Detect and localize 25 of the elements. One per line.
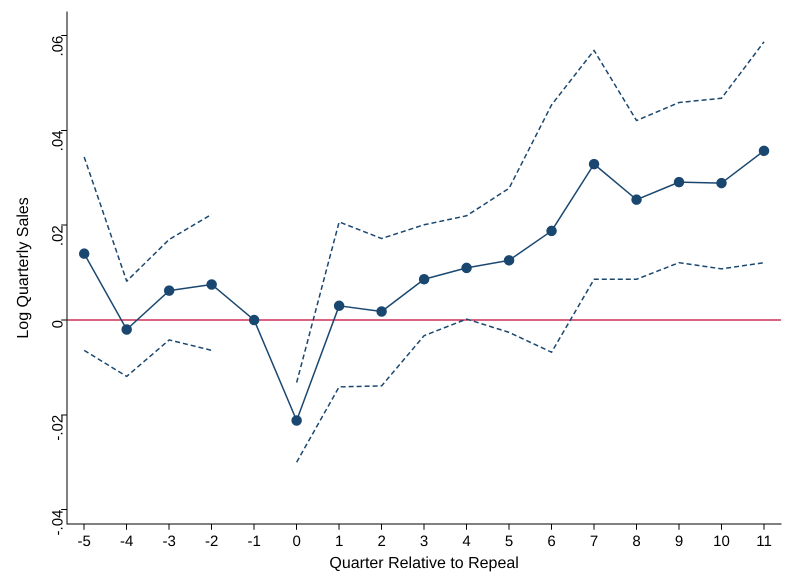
x-tick-label: 4 xyxy=(462,532,471,550)
x-tick-label: 8 xyxy=(632,532,641,550)
x-tick-label: 2 xyxy=(377,532,386,550)
x-tick-label: -5 xyxy=(78,532,91,550)
x-tick-label: 10 xyxy=(713,532,730,550)
x-axis-title: Quarter Relative to Repeal xyxy=(329,554,519,572)
x-tick-label: 3 xyxy=(420,532,428,550)
x-tick-label: -1 xyxy=(247,532,261,550)
x-tick-label: -2 xyxy=(204,532,218,550)
y-tick-label: .04 xyxy=(49,130,66,152)
y-tick-label: -.04 xyxy=(49,510,66,536)
x-tick-label: 6 xyxy=(547,532,556,550)
x-tick-label: 5 xyxy=(504,532,514,550)
y-axis-title: Log Quarterly Sales xyxy=(15,197,32,339)
x-tick-label: 0 xyxy=(292,532,301,550)
y-tick-label: .06 xyxy=(49,36,66,57)
x-tick-label: 9 xyxy=(674,532,684,550)
y-tick-label: .02 xyxy=(49,225,66,246)
x-tick-label: -4 xyxy=(120,532,134,550)
x-tick-label: 11 xyxy=(756,532,772,550)
x-tick-label: 1 xyxy=(334,532,344,550)
y-tick-label: 0 xyxy=(49,320,66,328)
y-tick-label: -.02 xyxy=(49,414,66,441)
x-tick-label: -3 xyxy=(162,532,176,550)
x-tick-label: 7 xyxy=(590,532,598,550)
